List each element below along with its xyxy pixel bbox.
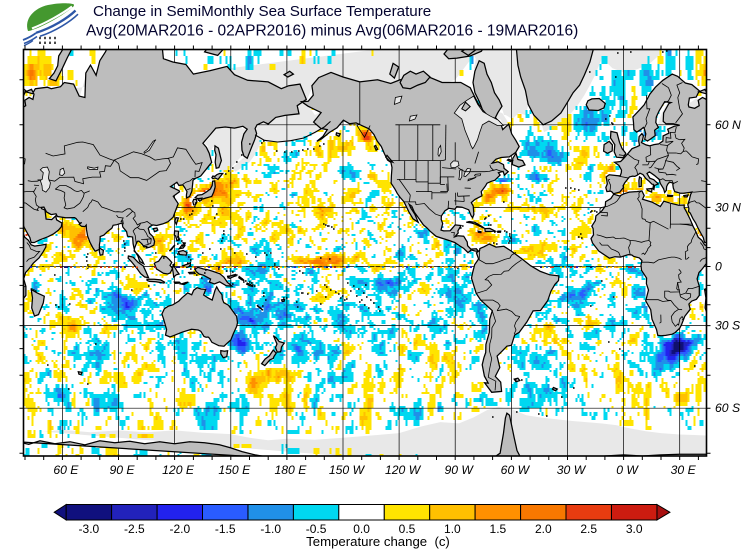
svg-text:-0.5: -0.5	[306, 522, 327, 536]
svg-text:180 E: 180 E	[274, 463, 307, 477]
svg-text:0 W: 0 W	[616, 463, 639, 477]
svg-text:-3.0: -3.0	[79, 522, 100, 536]
svg-text:30 E: 30 E	[671, 463, 697, 477]
svg-text:90 E: 90 E	[109, 463, 135, 477]
svg-text:-2.5: -2.5	[124, 522, 145, 536]
svg-text:2.5: 2.5	[580, 522, 597, 536]
svg-text:2.0: 2.0	[535, 522, 552, 536]
svg-text:60 N: 60 N	[715, 118, 741, 132]
svg-text:1.5: 1.5	[490, 522, 507, 536]
svg-text:120 E: 120 E	[162, 463, 195, 477]
svg-text:Avg(20MAR2016 - 02APR2016) min: Avg(20MAR2016 - 02APR2016) minus Avg(06M…	[86, 23, 578, 40]
svg-text:1.0: 1.0	[444, 522, 461, 536]
svg-text:90 W: 90 W	[444, 463, 474, 477]
svg-text:0.0: 0.0	[353, 522, 370, 536]
svg-text:Temperature change (c): Temperature change (c)	[306, 534, 450, 549]
svg-text:0.5: 0.5	[399, 522, 416, 536]
svg-text:30 S: 30 S	[715, 319, 740, 333]
svg-text:60 E: 60 E	[53, 463, 79, 477]
svg-text:30 W: 30 W	[557, 463, 587, 477]
svg-text:0: 0	[715, 260, 722, 274]
svg-text:150 W: 150 W	[329, 463, 366, 477]
svg-text:-1.0: -1.0	[260, 522, 281, 536]
svg-text:3.0: 3.0	[626, 522, 643, 536]
svg-text:60 W: 60 W	[501, 463, 531, 477]
svg-text:-2.0: -2.0	[169, 522, 190, 536]
svg-text:Change in SemiMonthly Sea Surf: Change in SemiMonthly Sea Surface Temper…	[93, 3, 431, 20]
svg-text:-1.5: -1.5	[215, 522, 236, 536]
svg-text:30 N: 30 N	[715, 200, 741, 214]
svg-text:150 E: 150 E	[218, 463, 251, 477]
svg-text:120 W: 120 W	[385, 463, 422, 477]
svg-text:60 S: 60 S	[715, 401, 740, 415]
